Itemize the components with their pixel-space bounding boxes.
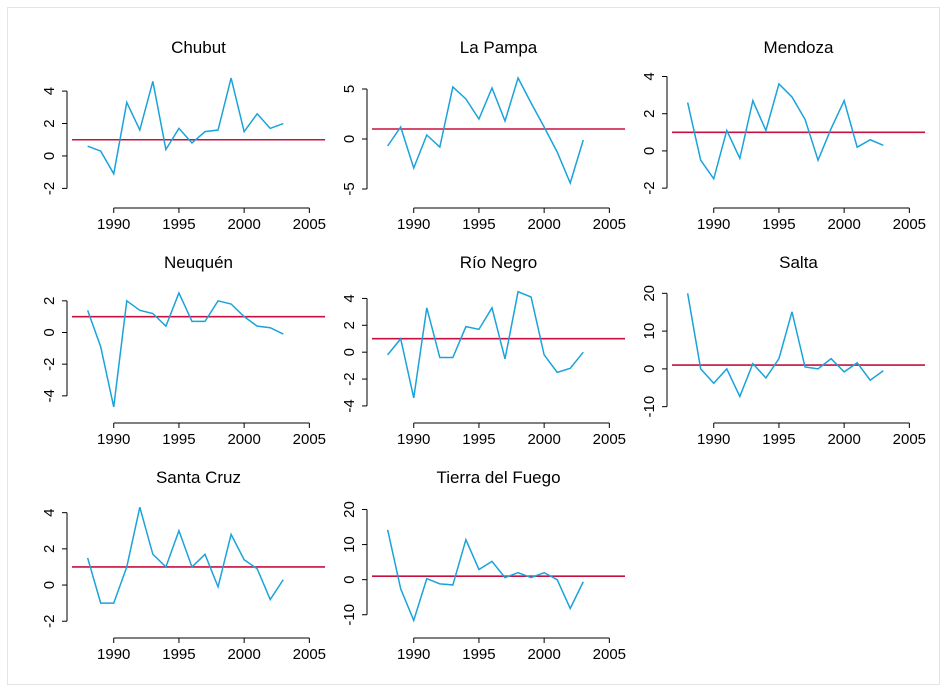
x-tick-label: 1995	[162, 646, 195, 663]
panel-title: Salta	[779, 253, 818, 272]
x-tick-label: 2000	[527, 646, 560, 663]
x-tick-label: 2005	[593, 431, 626, 448]
x-tick-label: 1995	[162, 431, 195, 448]
y-tick-label: 10	[341, 536, 358, 553]
x-tick-label: 1995	[162, 216, 195, 233]
panel-title: Mendoza	[764, 38, 834, 57]
x-tick-label: 1995	[462, 431, 495, 448]
y-tick-label: 2	[41, 545, 58, 553]
x-tick-label: 2000	[827, 216, 860, 233]
series-line	[387, 76, 584, 186]
series-line	[86, 290, 284, 408]
y-tick-label: -5	[341, 182, 358, 195]
series-line	[387, 290, 584, 399]
y-tick-label: -10	[641, 396, 658, 418]
y-tick-label: 4	[641, 72, 658, 80]
x-tick-label: 1995	[462, 646, 495, 663]
y-tick-label: 0	[341, 135, 358, 143]
x-tick-label: 1995	[762, 216, 795, 233]
y-tick-label: 2	[641, 110, 658, 118]
y-tick-label: -10	[341, 604, 358, 626]
y-tick-label: 0	[341, 575, 358, 583]
x-tick-label: 2000	[527, 431, 560, 448]
x-tick-label: 2005	[293, 646, 326, 663]
series-line	[686, 293, 884, 399]
y-tick-label: 0	[41, 581, 58, 589]
x-tick-label: 1990	[397, 431, 430, 448]
y-tick-label: 0	[641, 365, 658, 373]
y-tick-label: 2	[41, 119, 58, 127]
x-tick-label: 2005	[593, 216, 626, 233]
x-tick-label: 2005	[293, 216, 326, 233]
frame	[7, 7, 940, 685]
x-tick-label: 1990	[97, 431, 130, 448]
x-tick-label: 1995	[762, 431, 795, 448]
y-tick-label: 0	[41, 328, 58, 336]
y-tick-label: -2	[41, 357, 58, 370]
y-tick-label: 0	[341, 348, 358, 356]
x-tick-label: 1990	[697, 431, 730, 448]
panel-title: La Pampa	[460, 38, 538, 57]
panel-title: Neuquén	[164, 253, 233, 272]
panel-title: Tierra del Fuego	[436, 468, 560, 487]
x-tick-label: 2005	[893, 216, 926, 233]
panel-title: Chubut	[171, 38, 226, 57]
x-tick-label: 2000	[227, 431, 260, 448]
x-tick-label: 1990	[397, 646, 430, 663]
y-tick-label: 4	[341, 294, 358, 302]
y-tick-label: -2	[41, 182, 58, 195]
x-tick-label: 2000	[827, 431, 860, 448]
y-tick-label: 4	[41, 87, 58, 95]
panel-title: Río Negro	[460, 253, 537, 272]
series-line	[686, 82, 884, 181]
y-tick-label: 2	[341, 321, 358, 329]
y-tick-label: 0	[41, 152, 58, 160]
y-tick-label: 5	[341, 85, 358, 93]
x-tick-label: 2005	[593, 646, 626, 663]
x-tick-label: 2005	[893, 431, 926, 448]
series-line	[86, 507, 284, 604]
y-tick-label: 2	[41, 297, 58, 305]
x-tick-label: 2000	[227, 216, 260, 233]
y-tick-label: 20	[641, 285, 658, 302]
y-tick-label: 10	[641, 323, 658, 340]
y-tick-label: -4	[41, 389, 58, 402]
y-tick-label: 0	[641, 147, 658, 155]
y-tick-label: -2	[341, 372, 358, 385]
series-line	[386, 529, 584, 623]
panel-title: Santa Cruz	[156, 468, 241, 487]
x-tick-label: 1990	[97, 216, 130, 233]
y-tick-label: -4	[341, 399, 358, 412]
y-tick-label: -2	[641, 181, 658, 194]
x-tick-label: 1990	[97, 646, 130, 663]
x-tick-label: 1990	[697, 216, 730, 233]
x-tick-label: 2005	[293, 431, 326, 448]
x-tick-label: 2000	[527, 216, 560, 233]
y-tick-label: -2	[41, 615, 58, 628]
x-tick-label: 1995	[462, 216, 495, 233]
y-tick-label: 4	[41, 508, 58, 516]
x-tick-label: 1990	[397, 216, 430, 233]
x-tick-label: 2000	[227, 646, 260, 663]
y-tick-label: 20	[341, 501, 358, 518]
series-line	[87, 77, 284, 176]
